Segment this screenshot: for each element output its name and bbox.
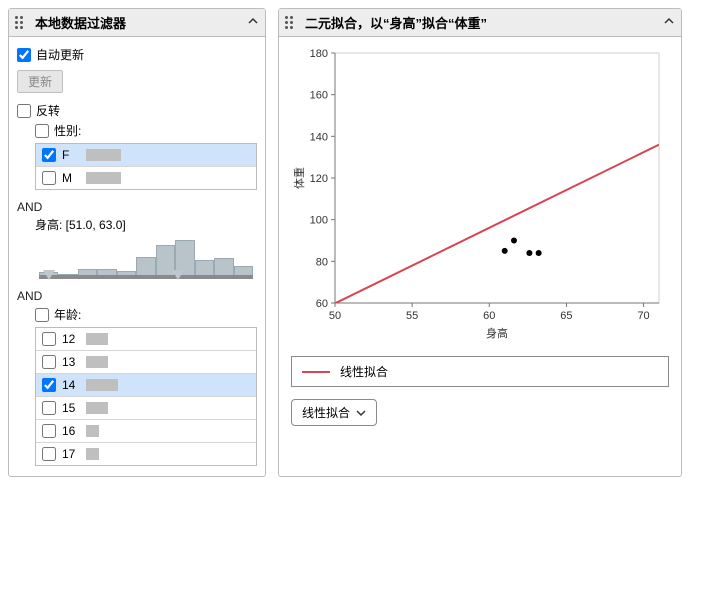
invert-label: 反转: [36, 102, 60, 119]
age-header-checkbox[interactable]: 年龄:: [35, 306, 257, 323]
legend-line-icon: [302, 371, 330, 373]
age-item-checkbox[interactable]: [42, 355, 56, 369]
gender-header-checkbox[interactable]: 性别:: [35, 122, 257, 139]
age-item-bar: [86, 448, 99, 460]
gender-item-label: M: [62, 171, 80, 185]
fit-dropdown[interactable]: 线性拟合: [291, 399, 377, 426]
age-item-bar: [86, 425, 99, 437]
age-item-bar: [86, 379, 118, 391]
age-label: 年龄:: [54, 306, 81, 323]
collapse-icon[interactable]: [663, 15, 675, 30]
svg-text:100: 100: [310, 215, 328, 227]
gender-item-row[interactable]: M: [36, 167, 256, 189]
age-item-row[interactable]: 17: [36, 443, 256, 465]
age-item-label: 14: [62, 378, 80, 392]
age-item-row[interactable]: 12: [36, 328, 256, 351]
age-item-row[interactable]: 14: [36, 374, 256, 397]
local-filter-header[interactable]: 本地数据过滤器: [9, 9, 265, 37]
local-filter-title: 本地数据过滤器: [35, 13, 247, 32]
age-item-checkbox[interactable]: [42, 424, 56, 438]
auto-update-label: 自动更新: [36, 46, 84, 63]
svg-text:70: 70: [637, 310, 649, 322]
and-label-2: AND: [17, 289, 257, 303]
age-item-bar: [86, 333, 108, 345]
and-label-1: AND: [17, 200, 257, 214]
fit-dropdown-label: 线性拟合: [302, 404, 350, 421]
age-item-checkbox[interactable]: [42, 332, 56, 346]
age-item-label: 12: [62, 332, 80, 346]
age-item-bar: [86, 402, 108, 414]
age-item-checkbox[interactable]: [42, 378, 56, 392]
legend-label: 线性拟合: [340, 363, 388, 380]
bivariate-fit-header[interactable]: 二元拟合，以“身高”拟合“体重”: [279, 9, 681, 37]
gender-label: 性别:: [54, 122, 81, 139]
gender-item-bar: [86, 149, 121, 161]
svg-text:60: 60: [483, 310, 495, 322]
age-item-bar: [86, 356, 108, 368]
height-slider[interactable]: [39, 275, 253, 279]
svg-text:160: 160: [310, 90, 328, 102]
legend: 线性拟合: [291, 356, 669, 387]
gender-list: FM: [35, 143, 257, 190]
height-slider-min-handle[interactable]: [43, 270, 55, 280]
gender-item-label: F: [62, 148, 80, 162]
age-item-checkbox[interactable]: [42, 401, 56, 415]
age-item-label: 16: [62, 424, 80, 438]
local-filter-panel: 本地数据过滤器 自动更新 更新 反转 性别: FM: [8, 8, 266, 477]
bivariate-fit-panel: 二元拟合，以“身高”拟合“体重” 60 80 100 120 140 160 180 50 55…: [278, 8, 682, 477]
svg-text:体重: 体重: [292, 167, 306, 189]
gender-item-checkbox[interactable]: [42, 171, 56, 185]
age-item-row[interactable]: 15: [36, 397, 256, 420]
gender-item-bar: [86, 172, 121, 184]
svg-text:身高: 身高: [486, 326, 508, 340]
age-item-label: 13: [62, 355, 80, 369]
update-button[interactable]: 更新: [17, 70, 63, 93]
height-slider-max-handle[interactable]: [172, 270, 184, 280]
age-item-row[interactable]: 16: [36, 420, 256, 443]
age-list: 12 13 14 15 16 17: [35, 327, 257, 466]
height-range-label: 身高: [51.0, 63.0]: [35, 216, 257, 233]
drag-grip-icon[interactable]: [15, 16, 29, 29]
invert-checkbox[interactable]: 反转: [17, 102, 257, 119]
height-histogram: [39, 239, 253, 279]
svg-text:60: 60: [316, 298, 328, 310]
age-item-checkbox[interactable]: [42, 447, 56, 461]
svg-text:180: 180: [310, 48, 328, 60]
age-item-row[interactable]: 13: [36, 351, 256, 374]
svg-text:80: 80: [316, 256, 328, 268]
age-item-label: 15: [62, 401, 80, 415]
drag-grip-icon[interactable]: [285, 16, 299, 29]
gender-item-row[interactable]: F: [36, 144, 256, 167]
svg-text:120: 120: [310, 173, 328, 185]
chevron-down-icon: [356, 408, 366, 418]
scatter-fit-chart: 60 80 100 120 140 160 180 50 55 60 65 70 体重身高: [289, 43, 669, 343]
svg-text:140: 140: [310, 131, 328, 143]
auto-update-checkbox[interactable]: 自动更新: [17, 46, 257, 63]
collapse-icon[interactable]: [247, 15, 259, 30]
bivariate-fit-title: 二元拟合，以“身高”拟合“体重”: [305, 13, 663, 32]
svg-text:50: 50: [329, 310, 341, 322]
svg-text:65: 65: [560, 310, 572, 322]
svg-text:55: 55: [406, 310, 418, 322]
gender-item-checkbox[interactable]: [42, 148, 56, 162]
age-item-label: 17: [62, 447, 80, 461]
